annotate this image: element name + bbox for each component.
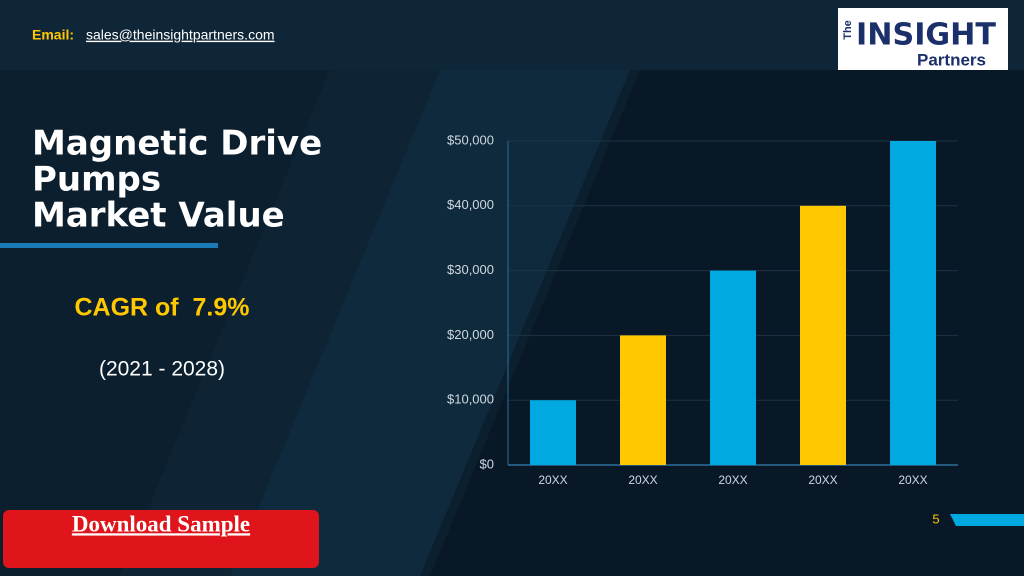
page-accent <box>950 514 1024 526</box>
bar <box>800 205 846 466</box>
y-tick-label: $30,000 <box>447 262 494 277</box>
download-button[interactable] <box>3 510 319 568</box>
title-line: Pumps <box>32 160 161 200</box>
email-label: Email: <box>32 27 74 43</box>
x-tick-label: 20XX <box>538 473 567 487</box>
email-link[interactable]: sales@theinsightpartners.com <box>86 27 275 43</box>
y-tick-label: $40,000 <box>447 197 494 212</box>
bar <box>890 141 936 465</box>
page-number: 5 <box>932 511 939 526</box>
logo-partners: Partners <box>917 50 986 69</box>
bar <box>530 400 576 465</box>
download-label[interactable]: Download Sample <box>72 511 250 536</box>
bar <box>620 335 666 465</box>
title-line: Magnetic Drive <box>32 124 322 164</box>
x-tick-label: 20XX <box>898 473 927 487</box>
y-tick-label: $20,000 <box>447 327 494 342</box>
diagonal-stripe <box>120 70 440 576</box>
chart: $0 $10,000 $20,000 $30,000 $40,000 $50,000 20X… <box>447 132 958 487</box>
x-tick-label: 20XX <box>718 473 747 487</box>
diagonal-stripe <box>230 70 630 576</box>
logo-insight: INSIGHT <box>856 18 997 53</box>
bar <box>710 270 756 465</box>
period: (2021 - 2028) <box>99 358 225 381</box>
y-tick-label: $10,000 <box>447 392 494 407</box>
x-tick-label: 20XX <box>808 473 837 487</box>
title-underline <box>0 243 218 248</box>
x-tick-label: 20XX <box>628 473 657 487</box>
logo-box <box>838 8 1008 70</box>
logo-the: The <box>842 20 854 40</box>
y-tick-label: $50,000 <box>447 132 494 147</box>
title-line: Market Value <box>32 196 285 236</box>
cagr: CAGR of 7.9% <box>74 294 249 322</box>
y-tick-label: $0 <box>480 456 494 471</box>
